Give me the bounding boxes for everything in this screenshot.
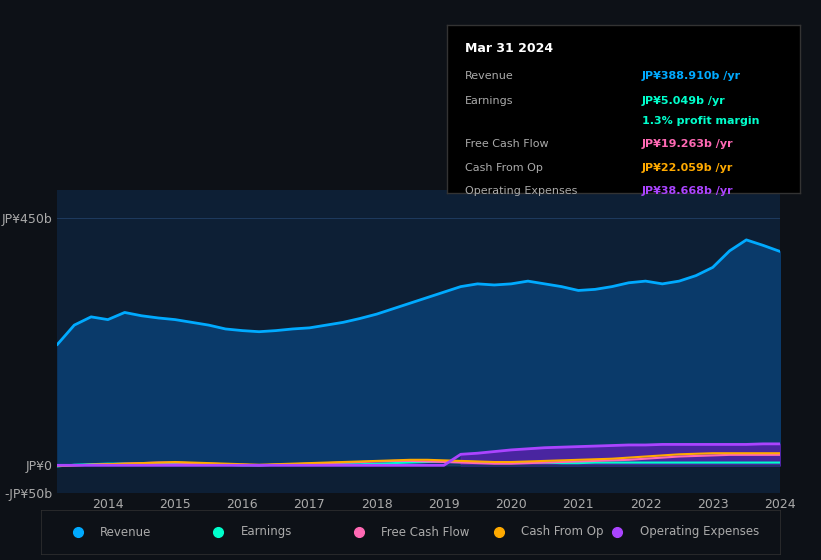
Text: Earnings: Earnings xyxy=(241,525,292,539)
Text: Earnings: Earnings xyxy=(466,96,514,106)
Text: JP¥22.059b /yr: JP¥22.059b /yr xyxy=(642,163,733,173)
Text: JP¥5.049b /yr: JP¥5.049b /yr xyxy=(642,96,726,106)
Text: JP¥19.263b /yr: JP¥19.263b /yr xyxy=(642,139,733,150)
Text: JP¥38.668b /yr: JP¥38.668b /yr xyxy=(642,186,733,197)
Text: Operating Expenses: Operating Expenses xyxy=(466,186,577,197)
Text: Free Cash Flow: Free Cash Flow xyxy=(381,525,470,539)
Text: Operating Expenses: Operating Expenses xyxy=(640,525,759,539)
Text: Free Cash Flow: Free Cash Flow xyxy=(466,139,548,150)
Text: Cash From Op: Cash From Op xyxy=(521,525,603,539)
Text: Mar 31 2024: Mar 31 2024 xyxy=(466,42,553,55)
Text: 1.3% profit margin: 1.3% profit margin xyxy=(642,116,759,126)
Text: Revenue: Revenue xyxy=(466,71,514,81)
Text: Cash From Op: Cash From Op xyxy=(466,163,543,173)
Text: Revenue: Revenue xyxy=(100,525,152,539)
Text: JP¥388.910b /yr: JP¥388.910b /yr xyxy=(642,71,741,81)
